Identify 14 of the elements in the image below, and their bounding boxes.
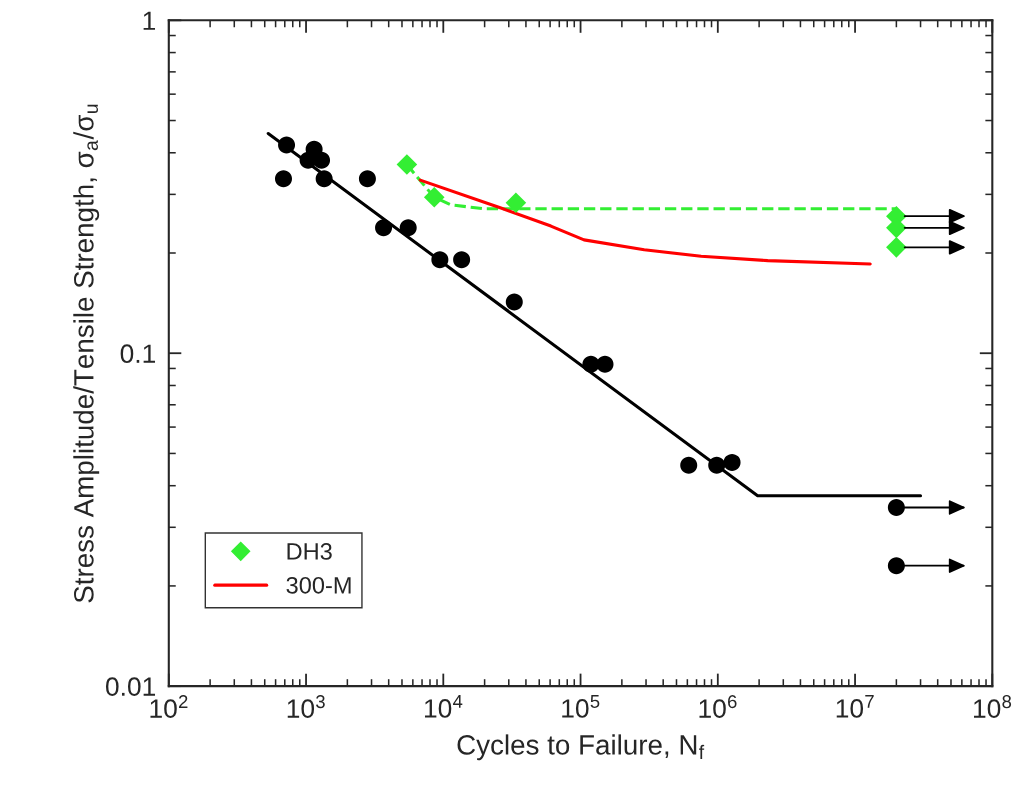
x-tick-label: 10$^{8}$ bbox=[974, 695, 1012, 718]
legend-label: 300-M bbox=[286, 576, 351, 594]
y-tick-label: 1 bbox=[143, 11, 156, 30]
x-tick-label: 10$^{4}$ bbox=[424, 695, 463, 718]
y-tick-label: 0.1 bbox=[120, 344, 156, 364]
x-tick-label: 10$^{6}$ bbox=[699, 695, 737, 718]
x-tick-label: 10$^{5}$ bbox=[562, 695, 600, 718]
legend-label: DH3 bbox=[287, 543, 332, 560]
y-tick-label: 0.01 bbox=[105, 677, 156, 696]
x-tick-label: 10$^{2}$ bbox=[150, 695, 188, 718]
x-tick-label: 10$^{7}$ bbox=[836, 695, 874, 718]
x-tick-label: 10$^{3}$ bbox=[287, 695, 325, 718]
x-axis-title: Cycles to Failure, N$_{f}$ bbox=[457, 734, 705, 761]
y-axis-title: Stress Amplitude/Tensile Strength, σ$_{a}$/σ$_{u}$ bbox=[73, 104, 100, 603]
